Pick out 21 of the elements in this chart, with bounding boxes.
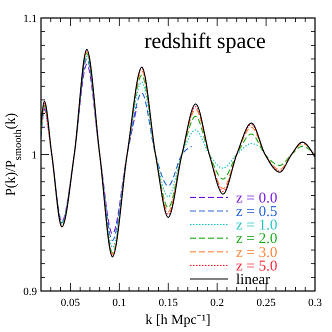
- line-series: [40, 56, 260, 248]
- y-tick-label: 1.1: [23, 13, 37, 25]
- y-tick-label: 0.9: [23, 286, 38, 298]
- x-tick-label: 0.05: [60, 297, 80, 309]
- legend-label: z = 5.0: [236, 258, 278, 274]
- text: redshift space: [144, 28, 266, 53]
- line-series: [40, 58, 192, 242]
- legend-label: z = 2.0: [236, 231, 278, 248]
- legend-label: z = 1.0: [236, 218, 278, 234]
- legend-label: linear: [236, 272, 270, 288]
- x-axis-title: k [h Mpc⁻¹]: [145, 313, 211, 328]
- line-series: [40, 64, 138, 234]
- x-tick-label: 0.2: [210, 297, 224, 309]
- legend-label: z = 0.5: [236, 204, 278, 220]
- x-tick-label: 0.25: [256, 297, 276, 309]
- legend-label: z = 0.0: [236, 190, 278, 206]
- y-tick-label: 1: [32, 150, 37, 162]
- x-tick-label: 0.1: [112, 297, 126, 309]
- x-tick-label: 0.15: [158, 297, 178, 309]
- legend-label: z = 3.0: [236, 244, 278, 261]
- x-tick-label: 0.3: [308, 297, 322, 309]
